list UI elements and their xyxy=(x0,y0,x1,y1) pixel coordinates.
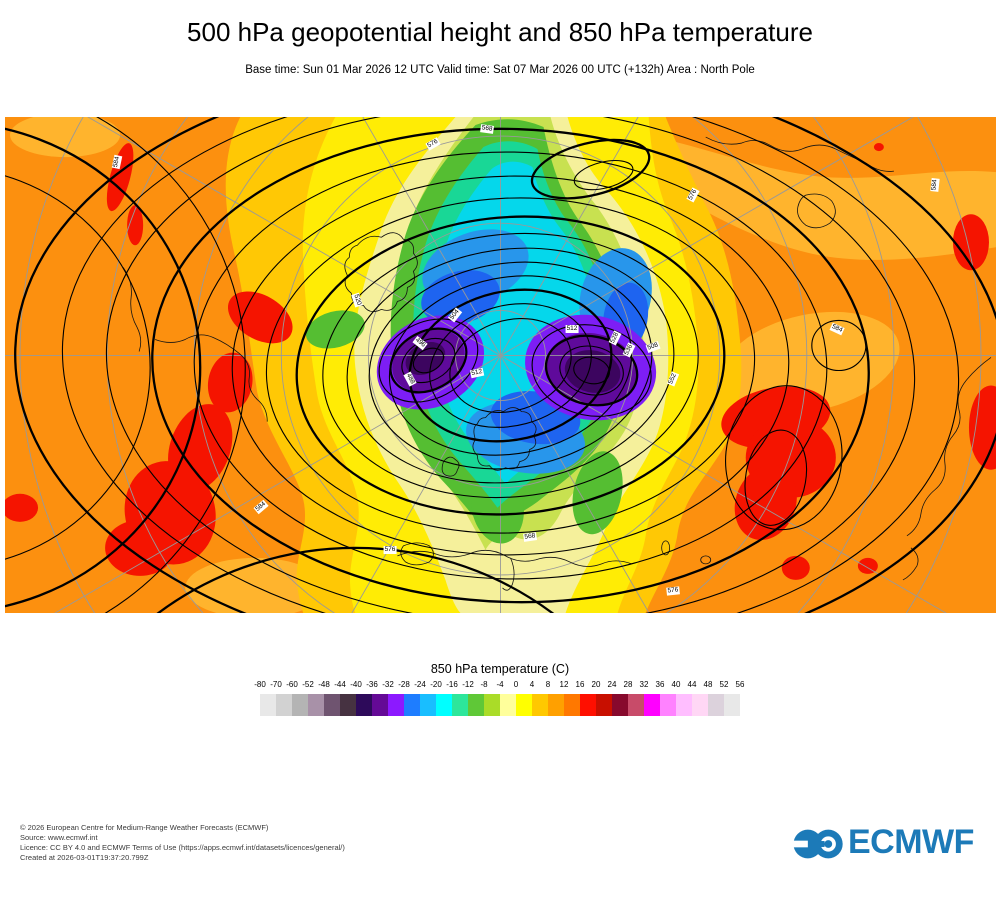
contour-label: 512 xyxy=(565,325,579,333)
weather-map: 584 568 576 576 584 584 512 508 512 496 488 504 520 5… xyxy=(5,117,996,613)
colorbar-cell xyxy=(580,694,596,716)
contour-label: 576 xyxy=(666,586,680,596)
colorbar-tick-label: -60 xyxy=(286,680,298,689)
contour-label: 568 xyxy=(480,124,494,134)
colorbar-tick-label: 56 xyxy=(735,680,745,689)
colorbar-tick-label: -36 xyxy=(366,680,378,689)
colorbar-cell xyxy=(436,694,452,716)
colorbar-tick-label: -44 xyxy=(334,680,346,689)
colorbar-tick-label: 36 xyxy=(655,680,665,689)
licence-line: Licence: CC BY 4.0 and ECMWF Terms of Us… xyxy=(20,843,345,852)
colorbar-tick-label: 8 xyxy=(545,680,551,689)
temperature-colorbar xyxy=(260,694,740,716)
geopotential-legend: 500 hPa geopotential (dm) xyxy=(0,744,1000,774)
colorbar-tick-label: -28 xyxy=(398,680,410,689)
colorbar-tick-label: 44 xyxy=(687,680,697,689)
colorbar-tick-label: -48 xyxy=(318,680,330,689)
colorbar-cell xyxy=(420,694,436,716)
colorbar-tick-label: 40 xyxy=(671,680,681,689)
colorbar-tick-label: 4 xyxy=(529,680,535,689)
colorbar-cell xyxy=(564,694,580,716)
ecmwf-logo-icon xyxy=(793,829,843,859)
colorbar-cell xyxy=(356,694,372,716)
colorbar-tick-label: 24 xyxy=(607,680,617,689)
contour-label: 576 xyxy=(383,546,397,554)
colorbar-tick-label: 20 xyxy=(591,680,601,689)
contour-label: 584 xyxy=(930,178,940,192)
colorbar-cell xyxy=(724,694,740,716)
coastlines xyxy=(122,136,992,591)
colorbar-cell xyxy=(548,694,564,716)
colorbar-tick-label: -8 xyxy=(480,680,488,689)
colorbar-tick-label: 32 xyxy=(639,680,649,689)
colorbar-cell xyxy=(676,694,692,716)
colorbar-tick-label: -12 xyxy=(462,680,474,689)
colorbar-cell xyxy=(388,694,404,716)
colorbar-cell xyxy=(404,694,420,716)
footer: © 2026 European Centre for Medium-Range … xyxy=(20,823,345,863)
colorbar-tick-label: -40 xyxy=(350,680,362,689)
colorbar-cell xyxy=(276,694,292,716)
weather-map-canvas xyxy=(5,117,996,613)
colorbar-cell xyxy=(628,694,644,716)
colorbar-tick-label: 28 xyxy=(623,680,633,689)
colorbar-tick-label: -52 xyxy=(302,680,314,689)
created-at-line: Created at 2026-03-01T19:37:20.799Z xyxy=(20,853,149,862)
colorbar-tick-label: -80 xyxy=(254,680,266,689)
copyright-line: © 2026 European Centre for Medium-Range … xyxy=(20,823,269,832)
colorbar-cell xyxy=(340,694,356,716)
colorbar-tick-label: -16 xyxy=(446,680,458,689)
colorbar-tick-label: -32 xyxy=(382,680,394,689)
colorbar-tick-label: -70 xyxy=(270,680,282,689)
colorbar-cell xyxy=(468,694,484,716)
source-line: Source: www.ecmwf.int xyxy=(20,833,98,842)
colorbar-cell xyxy=(308,694,324,716)
colorbar-tick-label: 0 xyxy=(513,680,519,689)
colorbar-tick-label: -20 xyxy=(430,680,442,689)
colorbar-cell xyxy=(500,694,516,716)
colorbar-tick-label: -24 xyxy=(414,680,426,689)
colorbar-cell xyxy=(516,694,532,716)
colorbar-cell xyxy=(324,694,340,716)
colorbar-cell xyxy=(708,694,724,716)
colorbar-cell xyxy=(452,694,468,716)
colorbar-cell xyxy=(612,694,628,716)
colorbar-cell xyxy=(660,694,676,716)
page-title: 500 hPa geopotential height and 850 hPa … xyxy=(187,17,813,47)
temperature-legend-title: 850 hPa temperature (C) xyxy=(430,662,570,676)
colorbar-cell xyxy=(260,694,276,716)
colorbar-cell xyxy=(372,694,388,716)
geopotential-contours xyxy=(5,117,996,613)
colorbar-cell xyxy=(644,694,660,716)
colorbar-tick-label: -4 xyxy=(496,680,504,689)
colorbar-tick-label: 12 xyxy=(559,680,569,689)
colorbar-tick-label: 16 xyxy=(575,680,585,689)
colorbar-cell xyxy=(292,694,308,716)
ecmwf-logo-text: ECMWF xyxy=(848,823,974,861)
colorbar-tick-label: 48 xyxy=(703,680,713,689)
colorbar-tick-label: 52 xyxy=(719,680,729,689)
colorbar-cell xyxy=(484,694,500,716)
colorbar-cell xyxy=(532,694,548,716)
ecmwf-logo: ECMWF xyxy=(793,823,988,870)
base-valid-time: Base time: Sun 01 Mar 2026 12 UTC Valid … xyxy=(245,64,755,76)
colorbar-cell xyxy=(596,694,612,716)
temperature-legend-ticks: -80 -70 -60 -52 -48 -44 -40 -36 -32 -28 -24 -20 -16-… xyxy=(254,680,744,690)
colorbar-cell xyxy=(692,694,708,716)
